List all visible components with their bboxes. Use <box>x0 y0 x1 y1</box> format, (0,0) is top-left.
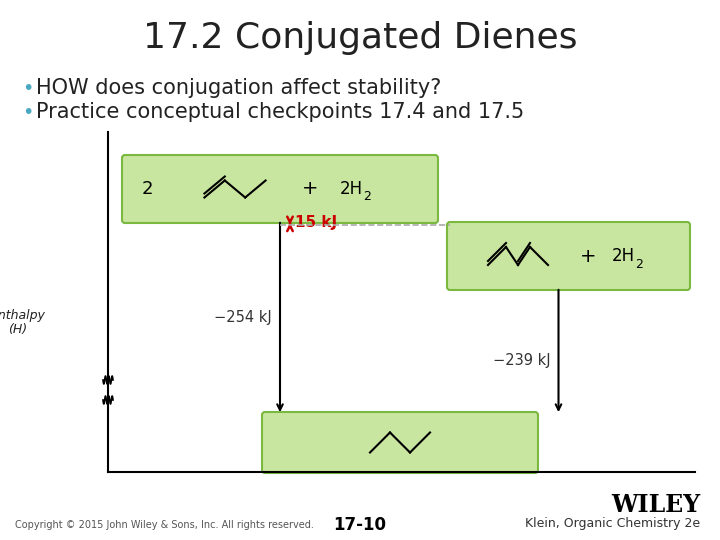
Text: 17.2 Conjugated Dienes: 17.2 Conjugated Dienes <box>143 21 577 55</box>
Text: WILEY: WILEY <box>611 493 700 517</box>
Text: −254 kJ: −254 kJ <box>215 310 272 325</box>
Text: •: • <box>22 78 33 98</box>
Text: +: + <box>302 179 318 199</box>
Text: 17-10: 17-10 <box>333 516 387 534</box>
Text: Copyright © 2015 John Wiley & Sons, Inc. All rights reserved.: Copyright © 2015 John Wiley & Sons, Inc.… <box>15 520 314 530</box>
Text: 15 kJ: 15 kJ <box>295 215 337 230</box>
Text: •: • <box>22 103 33 122</box>
Text: Enthalpy: Enthalpy <box>0 308 45 321</box>
FancyBboxPatch shape <box>262 412 538 473</box>
Text: +: + <box>580 246 596 266</box>
Text: 2: 2 <box>363 191 371 204</box>
Text: (H): (H) <box>9 323 27 336</box>
Text: 2: 2 <box>141 180 153 198</box>
Text: 2: 2 <box>635 258 643 271</box>
Text: −239 kJ: −239 kJ <box>493 354 551 368</box>
Text: Klein, Organic Chemistry 2e: Klein, Organic Chemistry 2e <box>525 517 700 530</box>
FancyBboxPatch shape <box>447 222 690 290</box>
Text: 2H: 2H <box>340 180 363 198</box>
Text: HOW does conjugation affect stability?: HOW does conjugation affect stability? <box>36 78 441 98</box>
Text: 2H: 2H <box>612 247 635 265</box>
Text: Practice conceptual checkpoints 17.4 and 17.5: Practice conceptual checkpoints 17.4 and… <box>36 102 524 122</box>
FancyBboxPatch shape <box>122 155 438 223</box>
